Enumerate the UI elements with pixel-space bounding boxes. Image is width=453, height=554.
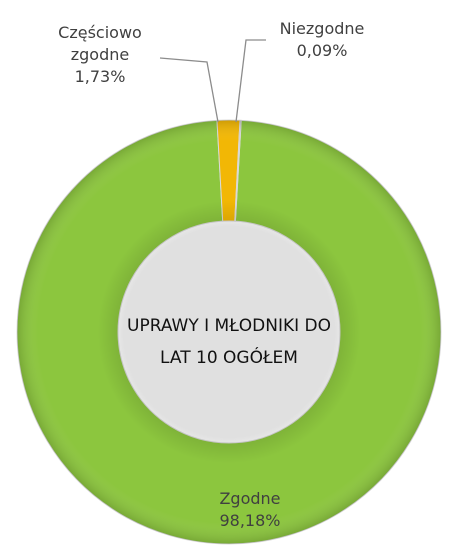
leader-line — [159, 57, 219, 123]
label-value: 0,09% — [296, 41, 348, 60]
label-name: Niezgodne — [279, 19, 365, 38]
label-name: Częściowo zgodne — [58, 23, 142, 64]
data-label: Częściowo zgodne 1,73% — [30, 22, 170, 88]
leader-line — [235, 39, 266, 123]
label-value: 1,73% — [74, 67, 126, 86]
data-label: Zgodne 98,18% — [190, 488, 310, 532]
data-label: Niezgodne 0,09% — [262, 18, 382, 62]
label-name: Zgodne — [219, 489, 281, 508]
label-value: 98,18% — [219, 511, 281, 530]
center-title: UPRAWY I MŁODNIKI DO LAT 10 OGÓŁEM — [127, 316, 331, 368]
